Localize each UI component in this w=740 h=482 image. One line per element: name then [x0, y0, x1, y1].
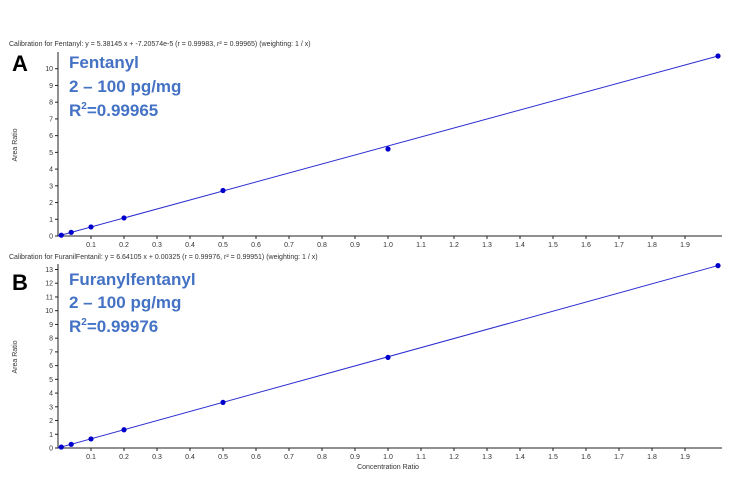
annotation-b-range: 2 – 100 pg/mg [69, 293, 181, 312]
data-point-a [88, 224, 94, 230]
data-point-a [385, 146, 391, 152]
x-tick-label-b: 0.4 [185, 454, 195, 461]
annotation-a-r2: R2=0.99965 [69, 101, 158, 120]
data-point-b [385, 354, 391, 360]
y-tick-label-b: 2 [49, 418, 53, 425]
y-tick-label-a: 2 [49, 200, 53, 207]
x-tick-label-b: 0.5 [218, 454, 228, 461]
y-tick-label-b: 3 [49, 404, 53, 411]
x-tick-label-a: 0.5 [218, 242, 228, 249]
y-tick-label-a: 4 [49, 167, 53, 174]
x-tick-label-b: 0.9 [350, 454, 360, 461]
y-tick-label-b: 11 [46, 294, 53, 301]
y-tick-label-a: 9 [49, 83, 53, 90]
annotation-a-name: Fentanyl [69, 53, 139, 72]
x-tick-label-a: 1.5 [548, 242, 558, 249]
y-tick-label-b: 8 [49, 336, 53, 343]
y-tick-label-b: 10 [45, 308, 53, 315]
x-tick-label-b: 0.8 [317, 454, 327, 461]
data-point-b [58, 444, 64, 450]
data-point-b [715, 263, 721, 269]
annotation-b-name: Furanylfentanyl [69, 270, 196, 289]
x-tick-label-a: 0.4 [185, 242, 195, 249]
y-tick-label-b: 5 [49, 377, 53, 384]
annotation-b-r2: R2=0.99976 [69, 317, 158, 336]
panel-label-b: B [12, 270, 28, 295]
data-point-a [58, 232, 64, 238]
x-tick-label-b: 1.7 [614, 454, 624, 461]
x-tick-label-b: 0.7 [284, 454, 294, 461]
x-tick-label-b: 1.1 [416, 454, 426, 461]
x-tick-label-a: 1.2 [449, 242, 459, 249]
data-point-a [220, 187, 226, 194]
x-tick-label-b: 1.4 [515, 454, 525, 461]
caption-a: Calibration for Fentanyl: y = 5.38145 x … [9, 41, 311, 48]
x-tick-label-b: 1.8 [647, 454, 657, 461]
x-tick-label-a: 1.4 [515, 242, 525, 249]
x-tick-label-a: 1.1 [416, 242, 426, 249]
x-tick-label-a: 1.0 [383, 242, 393, 249]
x-tick-label-b: 1.0 [383, 454, 393, 461]
x-tick-label-a: 0.9 [350, 242, 360, 249]
data-point-b [220, 399, 226, 406]
data-point-b [68, 441, 74, 447]
caption-b: Calibration for FuranilFentanil: y = 6.6… [9, 254, 318, 261]
y-tick-label-b: 4 [49, 391, 53, 398]
annotation-a: Fentanyl 2 – 100 pg/mg R2=0.99965 [69, 53, 181, 120]
x-tick-label-a: 0.8 [317, 242, 327, 249]
x-tick-label-b: 1.6 [581, 454, 591, 461]
fit-line-a [57, 55, 719, 237]
x-tick-label-a: 1.3 [482, 242, 492, 249]
x-tick-label-b: 0.2 [119, 454, 129, 461]
x-tick-label-b: 1.3 [482, 454, 492, 461]
x-tick-label-b: 0.1 [86, 454, 96, 461]
y-tick-label-b: 0 [49, 446, 53, 453]
x-tick-label-b: 0.6 [251, 454, 261, 461]
y-tick-label-a: 1 [49, 217, 53, 224]
x-tick-label-a: 1.7 [614, 242, 624, 249]
y-tick-label-a: 8 [49, 100, 53, 107]
y-tick-label-a: 5 [49, 150, 53, 157]
y-tick-label-b: 12 [45, 281, 53, 288]
x-tick-label-a: 1.9 [680, 242, 690, 249]
data-point-b [88, 436, 94, 442]
panel-a: Calibration for Fentanyl: y = 5.38145 x … [9, 41, 722, 249]
data-point-a [68, 229, 74, 235]
y-axis-title-a: Area Ratio [12, 128, 19, 161]
x-tick-label-a: 0.7 [284, 242, 294, 249]
x-tick-label-b: 1.9 [680, 454, 690, 461]
y-tick-label-a: 0 [49, 234, 53, 241]
x-tick-label-a: 0.3 [152, 242, 162, 249]
x-tick-label-b: 1.2 [449, 454, 459, 461]
x-axis-title-b: Concentration Ratio [357, 464, 419, 471]
x-tick-label-a: 1.6 [581, 242, 591, 249]
y-tick-label-b: 6 [49, 363, 53, 370]
panel-b: Calibration for FuranilFentanil: y = 6.6… [9, 254, 722, 471]
y-tick-label-a: 3 [49, 183, 53, 190]
y-tick-label-a: 6 [49, 133, 53, 140]
y-tick-label-b: 9 [49, 322, 53, 329]
annotation-b: Furanylfentanyl 2 – 100 pg/mg R2=0.99976 [69, 270, 196, 336]
x-tick-label-b: 0.3 [152, 454, 162, 461]
x-tick-label-a: 1.8 [647, 242, 657, 249]
annotation-a-range: 2 – 100 pg/mg [69, 77, 181, 96]
x-tick-label-a: 0.6 [251, 242, 261, 249]
y-axis-title-b: Area Ratio [12, 340, 19, 373]
y-tick-label-b: 13 [45, 267, 53, 274]
data-point-b [121, 427, 127, 433]
x-tick-label-b: 1.5 [548, 454, 558, 461]
data-point-a [715, 53, 721, 59]
y-tick-label-b: 7 [49, 349, 53, 356]
y-tick-label-b: 1 [49, 432, 53, 439]
x-tick-label-a: 0.1 [86, 242, 96, 249]
y-tick-label-a: 10 [45, 66, 53, 73]
panel-label-a: A [12, 51, 28, 76]
y-tick-label-a: 7 [49, 116, 53, 123]
data-point-a [121, 215, 127, 221]
x-tick-label-a: 0.2 [119, 242, 129, 249]
